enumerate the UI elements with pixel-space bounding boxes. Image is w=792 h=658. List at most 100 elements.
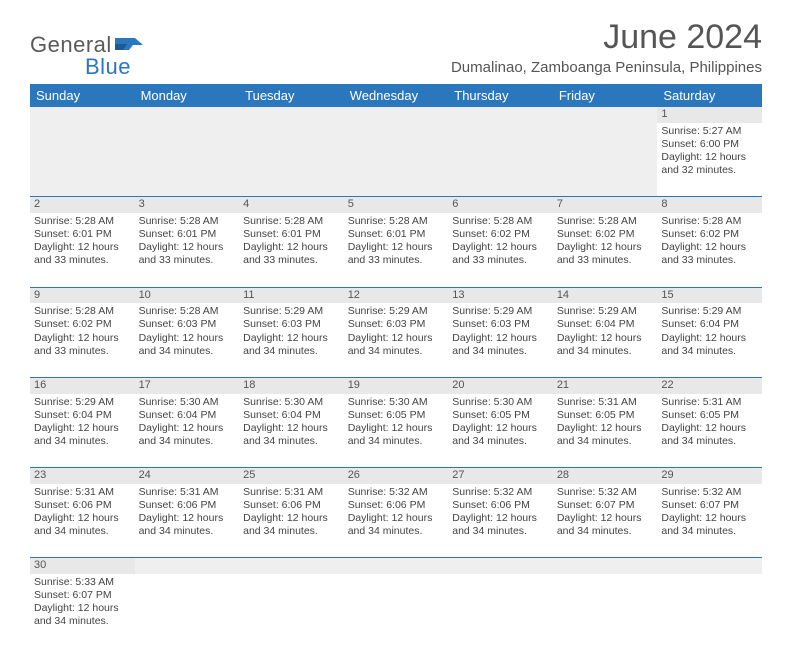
page-title: June 2024 — [451, 18, 762, 57]
day-number-cell — [553, 107, 658, 123]
sunrise-text: Sunrise: 5:28 AM — [34, 215, 131, 228]
day1-text: Daylight: 12 hours — [452, 512, 549, 525]
page-subtitle: Dumalinao, Zamboanga Peninsula, Philippi… — [451, 59, 762, 76]
day-number: 30 — [34, 559, 46, 571]
day-number: 12 — [348, 289, 360, 301]
calendar-day-cell — [657, 574, 762, 648]
sunset-text: Sunset: 6:05 PM — [348, 409, 445, 422]
day-number: 4 — [243, 198, 249, 210]
day2-text: and 34 minutes. — [452, 435, 549, 448]
day-number-cell: 9 — [30, 287, 135, 303]
logo-text-blue: Blue — [85, 54, 131, 80]
calendar-day-cell: Sunrise: 5:28 AMSunset: 6:02 PMDaylight:… — [657, 213, 762, 287]
sunrise-text: Sunrise: 5:31 AM — [243, 486, 340, 499]
calendar-day-cell: Sunrise: 5:31 AMSunset: 6:06 PMDaylight:… — [30, 484, 135, 558]
weekday-friday: Friday — [553, 84, 658, 107]
calendar-day-cell: Sunrise: 5:28 AMSunset: 6:01 PMDaylight:… — [344, 213, 449, 287]
day-number-cell: 25 — [239, 468, 344, 484]
logo: General Blue — [30, 18, 143, 58]
day-number-cell — [135, 107, 240, 123]
day-number-row: 16171819202122 — [30, 377, 762, 393]
sunset-text: Sunset: 6:06 PM — [452, 499, 549, 512]
day2-text: and 33 minutes. — [34, 345, 131, 358]
day2-text: and 34 minutes. — [452, 525, 549, 538]
day-number: 5 — [348, 198, 354, 210]
day-number: 25 — [243, 469, 255, 481]
flag-icon — [115, 36, 143, 52]
day-number-cell: 11 — [239, 287, 344, 303]
day-number: 29 — [661, 469, 673, 481]
sunrise-text: Sunrise: 5:29 AM — [243, 305, 340, 318]
day1-text: Daylight: 12 hours — [661, 151, 758, 164]
day2-text: and 34 minutes. — [661, 345, 758, 358]
day2-text: and 34 minutes. — [661, 525, 758, 538]
calendar-week-row: Sunrise: 5:29 AMSunset: 6:04 PMDaylight:… — [30, 394, 762, 468]
day2-text: and 34 minutes. — [139, 345, 236, 358]
day1-text: Daylight: 12 hours — [452, 422, 549, 435]
day-number-cell: 18 — [239, 377, 344, 393]
day-number-cell: 4 — [239, 197, 344, 213]
calendar-day-cell: Sunrise: 5:28 AMSunset: 6:02 PMDaylight:… — [30, 303, 135, 377]
day-number-cell: 29 — [657, 468, 762, 484]
day-number-cell: 24 — [135, 468, 240, 484]
day2-text: and 34 minutes. — [34, 435, 131, 448]
sunset-text: Sunset: 6:01 PM — [139, 228, 236, 241]
day-number-cell: 23 — [30, 468, 135, 484]
day-number: 28 — [557, 469, 569, 481]
day-number: 6 — [452, 198, 458, 210]
day2-text: and 34 minutes. — [348, 345, 445, 358]
calendar-day-cell: Sunrise: 5:32 AMSunset: 6:07 PMDaylight:… — [553, 484, 658, 558]
sunrise-text: Sunrise: 5:29 AM — [661, 305, 758, 318]
day2-text: and 34 minutes. — [452, 345, 549, 358]
day-number-cell: 12 — [344, 287, 449, 303]
day-number-cell: 14 — [553, 287, 658, 303]
day1-text: Daylight: 12 hours — [348, 241, 445, 254]
sunset-text: Sunset: 6:04 PM — [34, 409, 131, 422]
day-number-cell: 10 — [135, 287, 240, 303]
day-number: 8 — [661, 198, 667, 210]
day2-text: and 32 minutes. — [661, 164, 758, 177]
sunrise-text: Sunrise: 5:28 AM — [557, 215, 654, 228]
title-block: June 2024 Dumalinao, Zamboanga Peninsula… — [451, 18, 762, 76]
day-number-cell: 2 — [30, 197, 135, 213]
weekday-tuesday: Tuesday — [239, 84, 344, 107]
day1-text: Daylight: 12 hours — [139, 512, 236, 525]
day1-text: Daylight: 12 hours — [557, 422, 654, 435]
day-number: 21 — [557, 379, 569, 391]
sunset-text: Sunset: 6:00 PM — [661, 138, 758, 151]
sunset-text: Sunset: 6:05 PM — [661, 409, 758, 422]
calendar-day-cell: Sunrise: 5:32 AMSunset: 6:06 PMDaylight:… — [344, 484, 449, 558]
sunrise-text: Sunrise: 5:29 AM — [348, 305, 445, 318]
calendar-day-cell: Sunrise: 5:31 AMSunset: 6:05 PMDaylight:… — [657, 394, 762, 468]
sunrise-text: Sunrise: 5:29 AM — [452, 305, 549, 318]
weekday-saturday: Saturday — [657, 84, 762, 107]
sunset-text: Sunset: 6:03 PM — [139, 318, 236, 331]
day-number: 1 — [661, 108, 667, 120]
sunrise-text: Sunrise: 5:32 AM — [557, 486, 654, 499]
day1-text: Daylight: 12 hours — [243, 332, 340, 345]
sunset-text: Sunset: 6:04 PM — [139, 409, 236, 422]
sunset-text: Sunset: 6:02 PM — [34, 318, 131, 331]
day1-text: Daylight: 12 hours — [243, 512, 340, 525]
calendar-day-cell: Sunrise: 5:32 AMSunset: 6:07 PMDaylight:… — [657, 484, 762, 558]
calendar-day-cell — [135, 574, 240, 648]
calendar-week-row: Sunrise: 5:28 AMSunset: 6:02 PMDaylight:… — [30, 303, 762, 377]
day-number: 11 — [243, 289, 254, 301]
day-number-cell — [135, 558, 240, 574]
sunset-text: Sunset: 6:06 PM — [34, 499, 131, 512]
calendar-day-cell: Sunrise: 5:28 AMSunset: 6:01 PMDaylight:… — [30, 213, 135, 287]
calendar-day-cell: Sunrise: 5:29 AMSunset: 6:03 PMDaylight:… — [344, 303, 449, 377]
sunrise-text: Sunrise: 5:30 AM — [452, 396, 549, 409]
day-number-cell: 1 — [657, 107, 762, 123]
sunrise-text: Sunrise: 5:30 AM — [243, 396, 340, 409]
calendar-day-cell: Sunrise: 5:30 AMSunset: 6:04 PMDaylight:… — [239, 394, 344, 468]
calendar-day-cell — [344, 123, 449, 197]
calendar-day-cell: Sunrise: 5:28 AMSunset: 6:03 PMDaylight:… — [135, 303, 240, 377]
sunset-text: Sunset: 6:03 PM — [243, 318, 340, 331]
sunrise-text: Sunrise: 5:33 AM — [34, 576, 131, 589]
sunset-text: Sunset: 6:03 PM — [452, 318, 549, 331]
calendar-day-cell: Sunrise: 5:29 AMSunset: 6:04 PMDaylight:… — [30, 394, 135, 468]
day2-text: and 34 minutes. — [34, 615, 131, 628]
day1-text: Daylight: 12 hours — [452, 241, 549, 254]
day-number-cell — [30, 107, 135, 123]
